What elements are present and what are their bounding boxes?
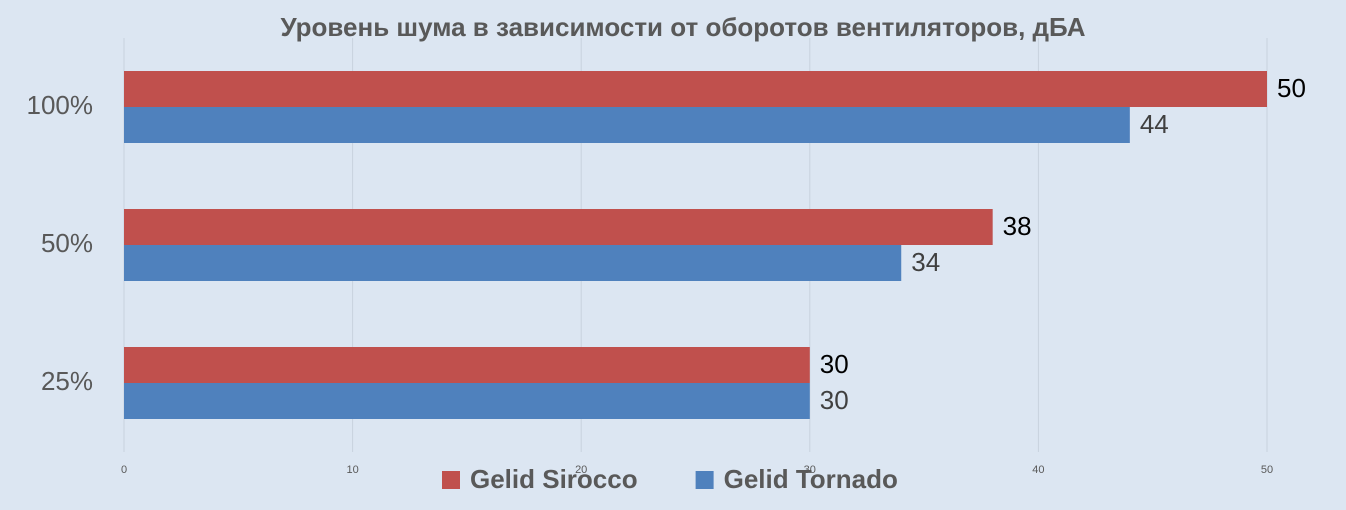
data-label: 30 <box>820 349 849 379</box>
data-label: 50 <box>1277 73 1306 103</box>
x-tick-label: 0 <box>121 464 127 476</box>
bar <box>124 383 810 419</box>
bar <box>124 71 1267 107</box>
data-label: 30 <box>820 385 849 415</box>
x-tick-label: 30 <box>804 464 816 476</box>
data-label: 44 <box>1140 109 1169 139</box>
x-tick-label: 20 <box>575 464 587 476</box>
legend-label: Gelid Tornado <box>724 464 898 494</box>
legend-swatch <box>695 471 714 489</box>
data-label: 34 <box>911 247 940 277</box>
y-tick-label: 100% <box>27 90 94 120</box>
bar <box>124 245 902 281</box>
bar <box>124 107 1130 143</box>
data-label: 38 <box>1003 211 1032 241</box>
x-tick-label: 10 <box>346 464 358 476</box>
legend-swatch <box>442 471 460 489</box>
legend-label: Gelid Sirocco <box>470 464 638 494</box>
x-tick-label: 40 <box>1032 464 1044 476</box>
bar <box>124 347 810 383</box>
chart-title: Уровень шума в зависимости от оборотов в… <box>280 12 1085 42</box>
x-tick-label: 50 <box>1261 464 1273 476</box>
y-tick-label: 50% <box>41 228 93 258</box>
bar <box>124 209 993 245</box>
y-tick-label: 25% <box>41 366 93 396</box>
